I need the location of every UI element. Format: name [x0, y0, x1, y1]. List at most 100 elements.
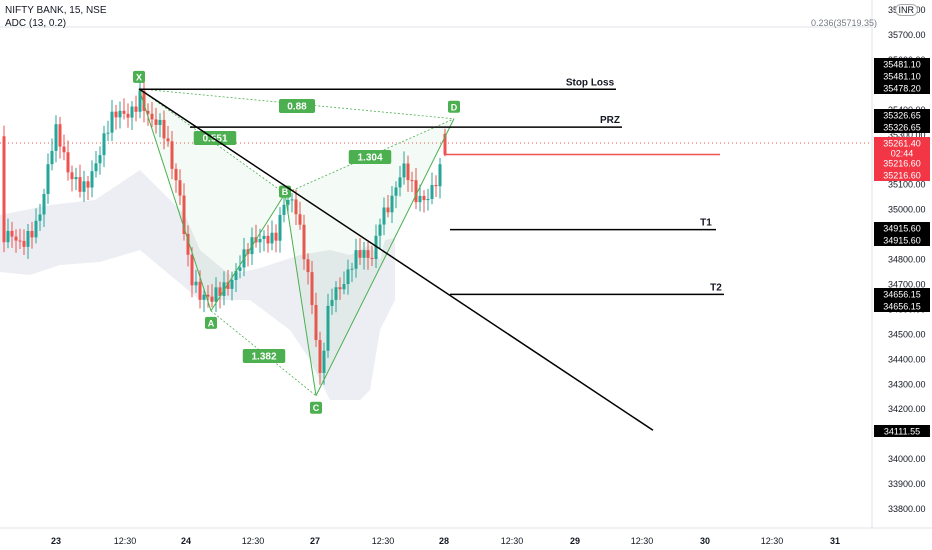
candle-body: [98, 155, 102, 164]
time-tick-label: 12:30: [372, 536, 395, 546]
candle-body: [62, 146, 66, 153]
price-tick-label: 35000.00: [888, 205, 926, 215]
candle-body: [298, 214, 302, 225]
price-tick-label: 35100.00: [888, 180, 926, 190]
candle-body: [6, 230, 10, 243]
candle-body: [318, 339, 322, 373]
candle-body: [22, 240, 26, 247]
candle-body: [330, 299, 334, 306]
pattern-ratio-line: [210, 310, 317, 397]
candle-body: [46, 164, 50, 194]
candle-body: [182, 195, 186, 234]
time-tick-label: 12:30: [631, 536, 654, 546]
candle-body: [162, 119, 166, 139]
fib-level-label: 0.236(35719.35): [811, 18, 878, 28]
price-tick-label: 34400.00: [888, 354, 926, 364]
candle-body: [410, 180, 414, 182]
candle-body: [222, 282, 226, 296]
candle-body: [130, 106, 134, 118]
candle-body: [190, 254, 194, 286]
pattern-point-label: X: [136, 72, 142, 82]
trend-line[interactable]: [138, 88, 654, 431]
candle-body: [166, 138, 170, 142]
time-tick-label: 30: [700, 536, 710, 546]
price-tag-label: 35261.40: [883, 139, 921, 149]
price-tag: [874, 82, 930, 94]
price-tag: [874, 425, 930, 437]
candle-body: [110, 111, 114, 133]
currency-badge[interactable]: INR: [894, 4, 918, 16]
candle-body: [406, 163, 410, 181]
price-tag-label: 34915.60: [883, 224, 921, 234]
candle-body: [314, 305, 318, 340]
price-tag: [874, 288, 930, 300]
candle-body: [42, 193, 46, 215]
pattern-point-badge: [205, 316, 217, 329]
pattern-point-label: D: [451, 102, 458, 112]
price-tag-label: 34656.15: [883, 302, 921, 312]
price-tag-label: 35326.65: [883, 123, 921, 133]
price-tag: [874, 169, 930, 181]
candle-body: [14, 236, 18, 241]
candle-body: [326, 305, 330, 351]
candle-body: [78, 177, 82, 192]
price-tag-label: 35481.10: [883, 60, 921, 70]
candle-body: [58, 124, 62, 147]
price-tag-label: 34656.15: [883, 290, 921, 300]
price-tag: [874, 147, 930, 159]
candle-body: [126, 113, 130, 118]
candle-body: [30, 230, 34, 238]
price-tick-label: 34000.00: [888, 454, 926, 464]
time-tick-label: 23: [51, 536, 61, 546]
pattern-point-badge: [310, 401, 322, 414]
candle-body: [386, 207, 390, 213]
candle-body: [238, 267, 242, 271]
candle-body: [358, 250, 362, 258]
symbol-title[interactable]: NIFTY BANK, 15, NSE: [5, 5, 107, 16]
time-tick-label: 12:30: [761, 536, 784, 546]
pattern-ratio-badge: [348, 150, 392, 164]
candle-body: [378, 224, 382, 236]
time-tick-label: 12:30: [114, 536, 137, 546]
candle-body: [66, 152, 70, 173]
target-1-line-label: T1: [700, 218, 712, 229]
candle-body: [414, 180, 418, 203]
target-2-line-label: T2: [710, 282, 722, 293]
candle-body: [266, 235, 270, 244]
candle-body: [306, 259, 310, 273]
pattern-leg: [284, 193, 317, 396]
pattern-leg: [210, 193, 286, 312]
candle-body: [434, 184, 438, 187]
candles[interactable]: [2, 78, 447, 385]
indicator-label[interactable]: ADC (13, 0.2): [5, 18, 67, 29]
time-tick-label: 29: [570, 536, 580, 546]
price-tick-label: 33900.00: [888, 479, 926, 489]
candle-body: [286, 200, 290, 205]
price-tag: [874, 58, 930, 70]
stop-loss-line-label: Stop Loss: [566, 77, 615, 88]
candle-body: [202, 294, 206, 300]
candle-body: [402, 163, 406, 178]
candle-body: [142, 90, 146, 111]
candle-body: [150, 113, 154, 120]
candle-body: [310, 272, 314, 306]
pattern-leg: [138, 88, 212, 312]
candle-body: [422, 195, 426, 201]
candle-body: [230, 280, 234, 289]
price-tag-label: 34915.60: [883, 236, 921, 246]
pattern-point-badge: [448, 100, 460, 113]
price-tick-label: 34200.00: [888, 404, 926, 414]
candle-body: [443, 133, 447, 155]
pattern-triangle-bcd: [285, 118, 454, 396]
price-tag-label: 35326.65: [883, 111, 921, 121]
harmonic-pattern[interactable]: [133, 70, 460, 414]
time-tick-label: 27: [310, 536, 320, 546]
candle-body: [418, 195, 422, 203]
time-tick-label: 28: [439, 536, 449, 546]
candle-body: [370, 257, 374, 259]
candle-body: [154, 119, 158, 125]
price-tag-label: 35216.60: [883, 159, 921, 169]
candle-body: [194, 281, 198, 286]
candle-body: [398, 177, 402, 188]
